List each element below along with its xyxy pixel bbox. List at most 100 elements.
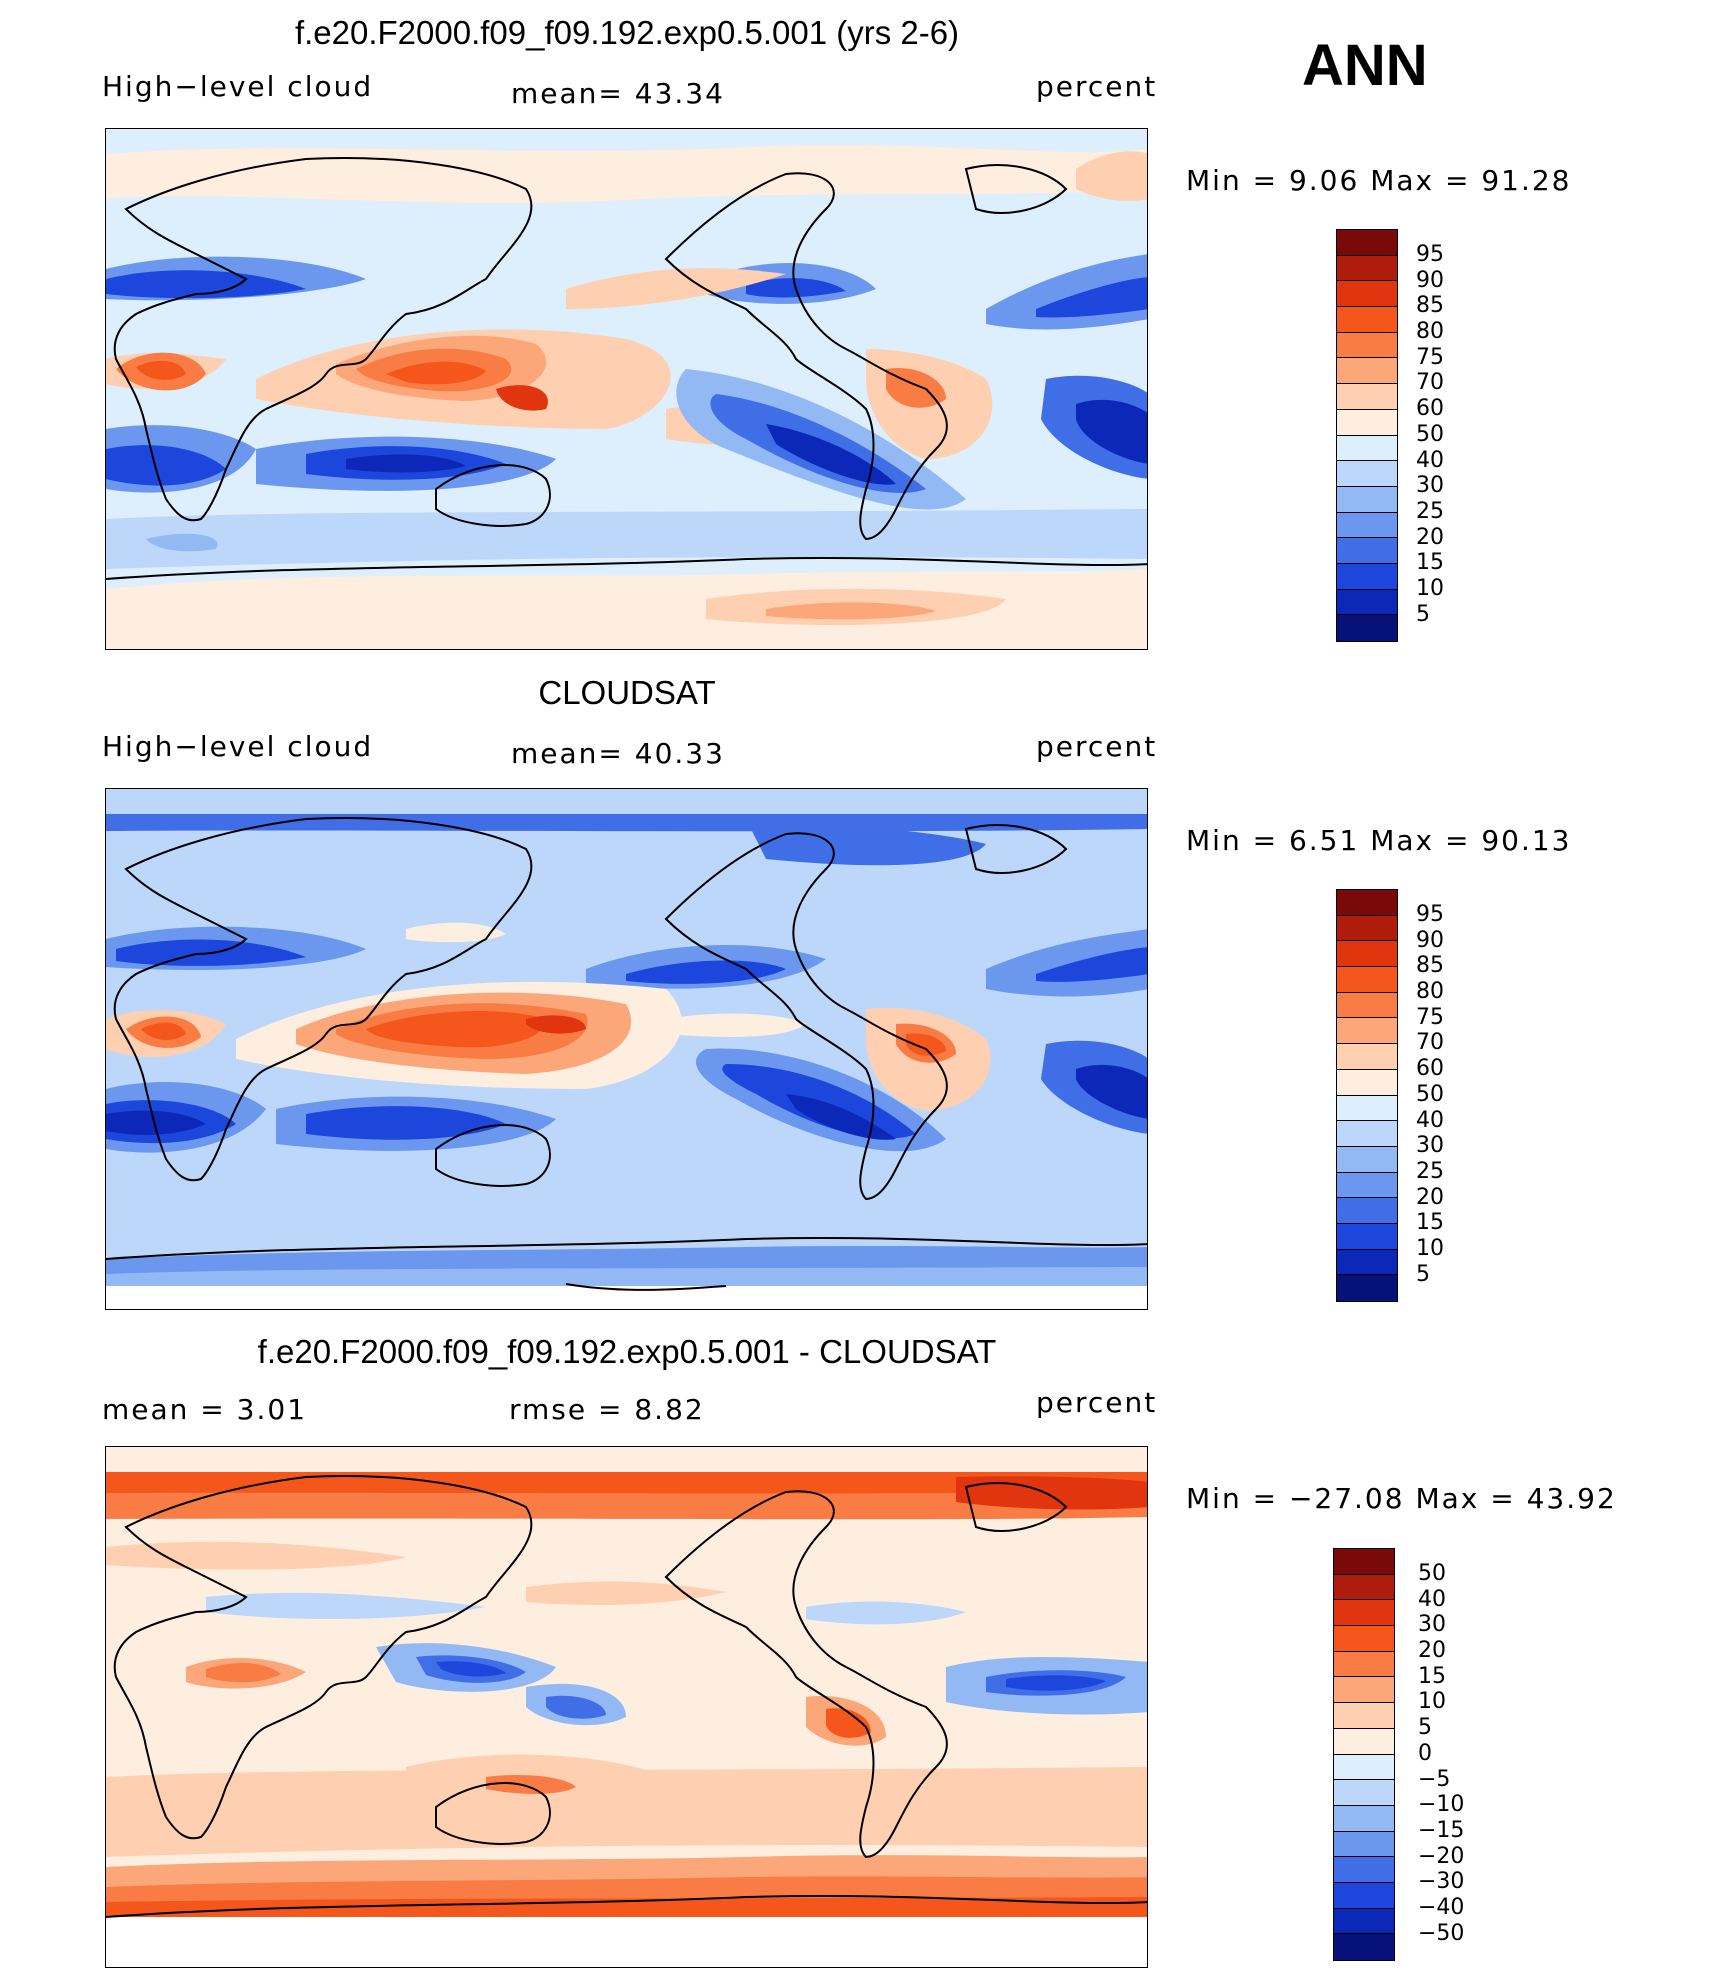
colorbar-level-label: 50 [1416,1081,1444,1107]
colorbar-level-label: −15 [1418,1817,1465,1843]
colorbar-swatch [1337,1069,1397,1096]
colorbar-swatch [1337,409,1397,436]
panel2-colorbar [1336,889,1398,1302]
colorbar-swatch [1334,1677,1394,1704]
colorbar-level-label: 60 [1416,1056,1444,1082]
colorbar-level-label: 40 [1416,1107,1444,1133]
colorbar-level-label: 50 [1416,421,1444,447]
colorbar-swatch [1337,358,1397,385]
colorbar-swatch [1334,1882,1394,1909]
panel3-mean: mean = 3.01 [102,1393,308,1426]
panel1-units: percent [1036,70,1158,103]
colorbar-swatch [1337,538,1397,564]
panel1-minmax: Min = 9.06 Max = 91.28 [1186,164,1572,197]
panel1-colorbar [1336,229,1398,642]
colorbar-swatch [1337,512,1397,539]
colorbar-level-label: −50 [1418,1920,1465,1946]
colorbar-level-label: 25 [1416,498,1444,524]
colorbar-swatch [1334,1857,1394,1883]
panel1-title: f.e20.F2000.f09_f09.192.exp0.5.001 (yrs … [294,14,960,51]
panel3-coastlines [106,1475,1147,1918]
panel2-title: CLOUDSAT [538,674,716,711]
colorbar-swatch [1337,615,1397,641]
colorbar-swatch [1334,1549,1394,1575]
colorbar-level-label: 20 [1418,1638,1446,1664]
colorbar-level-label: −5 [1418,1766,1451,1792]
colorbar-swatch [1334,1626,1394,1652]
colorbar-swatch [1337,589,1397,616]
colorbar-swatch [1337,461,1397,487]
colorbar-level-label: 40 [1418,1586,1446,1612]
panel3-title: f.e20.F2000.f09_f09.192.exp0.5.001 - CLO… [257,1333,997,1370]
colorbar-level-label: 10 [1416,575,1444,601]
panel1-contour-field [106,129,1147,649]
colorbar-swatch [1334,1934,1394,1960]
colorbar-swatch [1337,307,1397,333]
panel1-map [105,128,1148,650]
colorbar-swatch [1337,967,1397,993]
panel3-contour-field [106,1447,1147,1967]
colorbar-level-label: 90 [1416,267,1444,293]
colorbar-swatch [1337,332,1397,359]
panel3-units: percent [1036,1386,1158,1419]
colorbar-swatch [1334,1574,1394,1601]
colorbar-level-label: 70 [1416,1030,1444,1056]
colorbar-level-label: −40 [1418,1894,1465,1920]
colorbar-swatch [1337,563,1397,590]
colorbar-swatch [1337,1172,1397,1199]
colorbar-swatch [1337,1044,1397,1070]
colorbar-swatch [1337,1121,1397,1147]
colorbar-level-label: −30 [1418,1869,1465,1895]
colorbar-level-label: 30 [1416,473,1444,499]
colorbar-swatch [1337,486,1397,513]
colorbar-swatch [1337,992,1397,1019]
panel2-contour-field [106,789,1147,1309]
colorbar-swatch [1337,1223,1397,1250]
panel1-variable-label: High−level cloud [102,70,374,103]
panel2-minmax: Min = 6.51 Max = 90.13 [1186,824,1572,857]
colorbar-level-label: 85 [1416,953,1444,979]
colorbar-level-label: 70 [1416,370,1444,396]
panel2-coastlines [106,817,1147,1291]
panel2-map [105,788,1148,1310]
panel2-units: percent [1036,730,1158,763]
colorbar-level-label: 15 [1416,1210,1444,1236]
colorbar-level-label: 95 [1416,902,1444,927]
colorbar-swatch [1334,1728,1394,1755]
panel3-rmse: rmse = 8.82 [509,1393,705,1426]
colorbar-swatch [1337,1198,1397,1224]
colorbar-swatch [1334,1780,1394,1806]
colorbar-swatch [1337,915,1397,942]
colorbar-level-label: 90 [1416,927,1444,953]
colorbar-level-label: 10 [1416,1235,1444,1261]
colorbar-swatch [1337,1018,1397,1045]
colorbar-level-label: −10 [1418,1792,1465,1818]
colorbar-swatch [1337,890,1397,916]
colorbar-level-label: 15 [1416,550,1444,576]
colorbar-swatch [1337,941,1397,968]
colorbar-level-label: 10 [1418,1689,1446,1715]
colorbar-swatch [1334,1703,1394,1729]
colorbar-swatch [1337,1275,1397,1301]
colorbar-swatch [1334,1831,1394,1858]
colorbar-swatch [1337,1249,1397,1276]
colorbar-level-label: 15 [1418,1663,1446,1689]
panel3-minmax: Min = −27.08 Max = 43.92 [1186,1482,1617,1515]
colorbar-level-label: 80 [1416,979,1444,1005]
colorbar-swatch [1337,1095,1397,1122]
panel1-coastlines [106,157,1147,580]
colorbar-swatch [1337,1146,1397,1173]
colorbar-level-label: 20 [1416,524,1444,550]
colorbar-level-label: 75 [1416,344,1444,370]
colorbar-swatch [1337,255,1397,282]
colorbar-level-label: 95 [1416,242,1444,267]
panel3-colorbar [1333,1548,1395,1961]
colorbar-swatch [1334,1908,1394,1935]
colorbar-level-label: 60 [1416,396,1444,422]
colorbar-level-label: 50 [1418,1561,1446,1586]
colorbar-level-label: 5 [1416,1261,1430,1287]
colorbar-level-label: 80 [1416,319,1444,345]
colorbar-swatch [1334,1600,1394,1627]
panel2-mean: mean= 40.33 [511,737,725,770]
colorbar-level-label: 5 [1418,1715,1432,1741]
